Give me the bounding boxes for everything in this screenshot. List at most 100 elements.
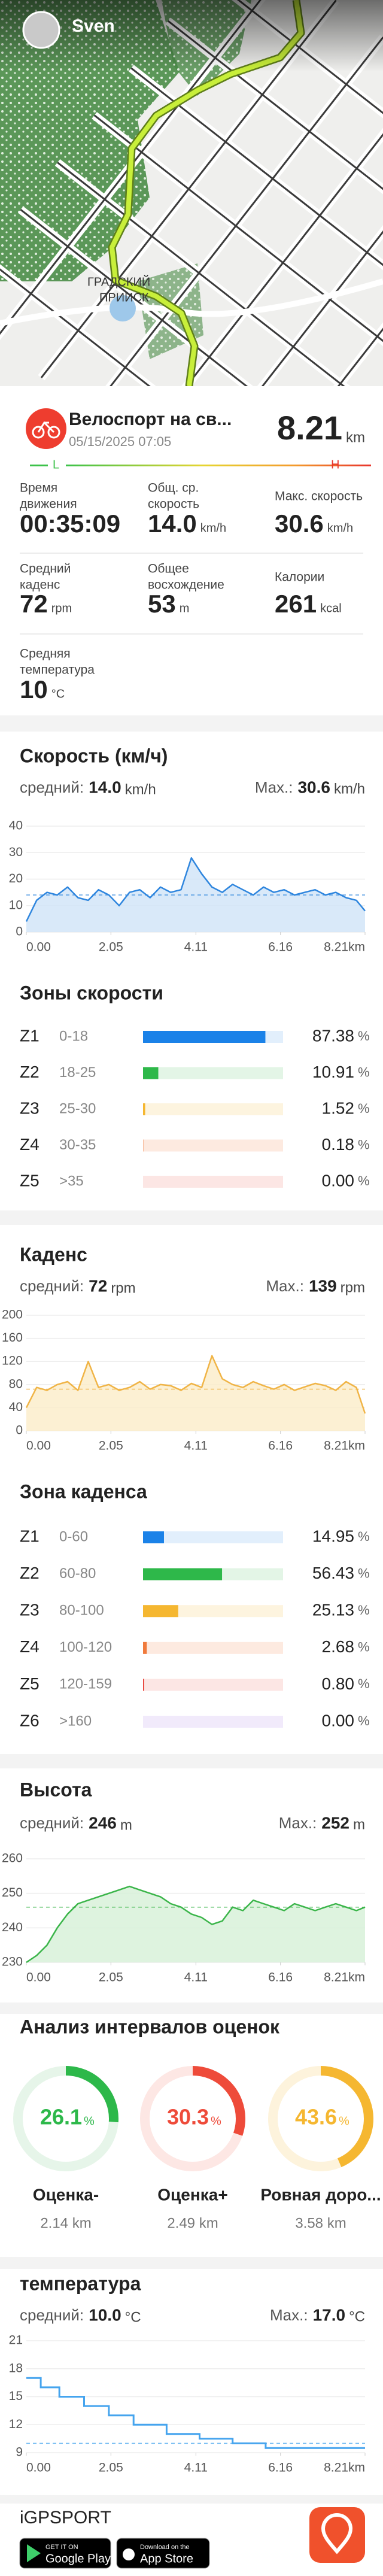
map-label: ПРИИСК: [99, 291, 149, 304]
stat-value: 10: [20, 675, 48, 703]
unit: °C: [349, 2308, 365, 2325]
unit: km/h: [200, 521, 226, 535]
x-tick-label: 8.21km: [324, 1971, 365, 1985]
scale-low: L: [53, 458, 59, 471]
y-tick-label: 12: [9, 2417, 23, 2431]
zone-bar: [143, 1103, 145, 1115]
zone-track: [143, 1716, 283, 1728]
data-line: [25, 857, 366, 922]
zone-name: Z5: [20, 1171, 39, 1190]
y-tick-label: 10: [9, 898, 23, 912]
stat-value: 261: [275, 590, 317, 618]
x-tick-label: 6.16: [268, 1439, 293, 1453]
zone-range: 0-60: [59, 1528, 88, 1545]
stat-value: 14.0: [148, 509, 197, 538]
average-value: 72: [89, 1276, 107, 1295]
ring-value: 30.3: [167, 2105, 209, 2129]
y-tick-label: 260: [2, 1852, 23, 1865]
zone-track: [143, 1531, 283, 1543]
y-tick-label: 80: [9, 1377, 23, 1391]
unit: rpm: [341, 1279, 365, 1295]
stat-label: Общ. ср.: [148, 481, 199, 495]
zone-percent: 25.13: [312, 1601, 354, 1619]
area-fill: [26, 1886, 365, 1962]
zone-bar: [143, 1531, 164, 1543]
section-title: Зона каденса: [20, 1480, 147, 1502]
average-label: средний:: [20, 1814, 84, 1832]
google-play-logo: [27, 2544, 41, 2562]
maximum-label: Max.:: [266, 1277, 304, 1295]
zone-range: 100-120: [59, 1639, 112, 1655]
x-tick-label: 8.21km: [324, 2461, 365, 2475]
stat-value: 30.6: [275, 509, 324, 538]
unit: %: [84, 2114, 95, 2128]
section-title: Каденс: [20, 1243, 87, 1265]
zone-bar: [143, 1067, 159, 1079]
stat-value: 72: [20, 590, 48, 618]
stat-label: движения: [20, 497, 77, 511]
unit: %: [358, 1713, 370, 1728]
stat-label: Время: [20, 481, 57, 495]
x-tick-label: 4.11: [184, 2461, 208, 2475]
unit: km: [346, 429, 365, 445]
y-tick-label: 40: [9, 1400, 23, 1414]
zone-percent: 1.52: [322, 1099, 355, 1117]
maximum-value: 30.6: [297, 778, 330, 796]
y-tick-label: 21: [9, 2334, 23, 2347]
ring-arc: [13, 2066, 118, 2171]
ring-distance: 2.49 km: [167, 2215, 218, 2231]
section-gap: [0, 2002, 383, 2014]
x-tick-label: 2.05: [99, 2461, 123, 2475]
zone-range: 18-25: [59, 1064, 96, 1081]
x-tick-label: 0.00: [26, 1439, 51, 1453]
x-tick-label: 4.11: [184, 1971, 208, 1985]
unit: %: [211, 2114, 221, 2128]
maximum-label: Max.:: [270, 2306, 308, 2324]
zone-name: Z1: [20, 1527, 39, 1545]
data-line: [26, 2377, 365, 2449]
zone-name: Z1: [20, 1026, 39, 1045]
x-tick-label: 8.21km: [324, 1439, 365, 1453]
zone-bar: [143, 1568, 223, 1580]
section-gap: [0, 2257, 383, 2269]
average-label: средний:: [20, 778, 84, 796]
zone-percent: 14.95: [312, 1527, 354, 1545]
ring-value: 26.1: [40, 2105, 82, 2129]
zone-track: [143, 1176, 283, 1188]
ring-name: Оценка-: [33, 2185, 99, 2204]
zone-name: Z6: [20, 1711, 39, 1730]
intensity-bar: [66, 465, 371, 466]
data-line: [25, 1355, 366, 1414]
section-title: температура: [20, 2272, 141, 2294]
unit: °C: [125, 2310, 141, 2326]
zone-range: 25-30: [59, 1100, 96, 1116]
zone-name: Z3: [20, 1099, 39, 1117]
unit: %: [358, 1064, 370, 1079]
unit: %: [358, 1640, 370, 1655]
zone-name: Z2: [20, 1564, 39, 1582]
data-line: [26, 1885, 366, 1964]
zone-name: Z4: [20, 1637, 39, 1656]
zone-range: 120-159: [59, 1676, 112, 1692]
stat-value: 00:35:09: [20, 509, 120, 538]
zone-range: 0-18: [59, 1028, 88, 1044]
average-value: 246: [89, 1813, 117, 1832]
maximum-value: 252: [321, 1813, 349, 1832]
unit: °C: [51, 687, 65, 700]
distance: 8.21: [277, 409, 342, 447]
sport-icon-wheel: [32, 426, 45, 439]
map: [0, 0, 383, 386]
zone-bar: [143, 1679, 144, 1691]
zone-bar: [143, 1642, 147, 1654]
badge-text: App Store: [140, 2552, 193, 2565]
maximum-label: Max.:: [255, 778, 293, 796]
unit: %: [358, 1173, 370, 1188]
app-icon: [309, 2507, 365, 2563]
ring-value: 43.6: [295, 2105, 337, 2129]
zone-name: Z2: [20, 1063, 39, 1081]
y-tick-label: 9: [16, 2445, 23, 2459]
y-tick-label: 160: [2, 1331, 23, 1345]
activity-title: Велоспорт на св...: [69, 409, 232, 429]
section-gap: [0, 715, 383, 732]
